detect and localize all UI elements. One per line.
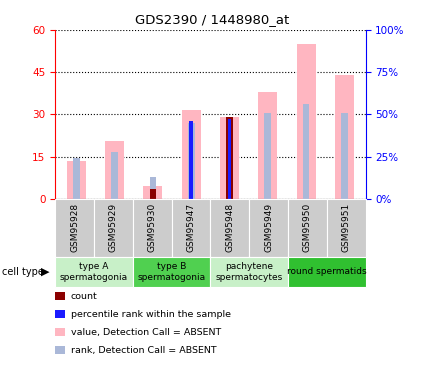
Text: GSM95950: GSM95950: [303, 203, 312, 252]
Text: rank, Detection Call = ABSENT: rank, Detection Call = ABSENT: [71, 346, 217, 355]
Bar: [73, 158, 79, 199]
Bar: [228, 119, 232, 199]
Text: GDS2390 / 1448980_at: GDS2390 / 1448980_at: [136, 13, 289, 26]
Bar: [67, 161, 86, 199]
Bar: [143, 186, 162, 199]
Text: round spermatids: round spermatids: [287, 267, 366, 276]
Text: type A
spermatogonia: type A spermatogonia: [60, 262, 128, 282]
Bar: [226, 121, 233, 199]
Bar: [105, 141, 124, 199]
Bar: [150, 189, 156, 199]
Text: cell type: cell type: [2, 267, 44, 277]
Bar: [111, 152, 118, 199]
Bar: [226, 117, 233, 199]
Bar: [189, 121, 193, 199]
Bar: [258, 92, 278, 199]
Bar: [264, 112, 271, 199]
Bar: [297, 44, 316, 199]
Text: percentile rank within the sample: percentile rank within the sample: [71, 310, 231, 319]
Bar: [341, 112, 348, 199]
Text: GSM95930: GSM95930: [148, 203, 157, 252]
Text: GSM95951: GSM95951: [342, 203, 351, 252]
Text: GSM95948: GSM95948: [225, 203, 234, 252]
Text: value, Detection Call = ABSENT: value, Detection Call = ABSENT: [71, 328, 221, 337]
Text: count: count: [71, 292, 98, 301]
Text: GSM95947: GSM95947: [187, 203, 196, 252]
Text: GSM95929: GSM95929: [109, 203, 118, 252]
Bar: [220, 117, 239, 199]
Text: ▶: ▶: [41, 267, 49, 277]
Text: type B
spermatogonia: type B spermatogonia: [138, 262, 206, 282]
Bar: [181, 110, 201, 199]
Text: GSM95928: GSM95928: [70, 203, 79, 252]
Bar: [188, 123, 195, 199]
Bar: [335, 75, 354, 199]
Text: GSM95949: GSM95949: [264, 203, 273, 252]
Bar: [150, 177, 156, 199]
Text: pachytene
spermatocytes: pachytene spermatocytes: [215, 262, 283, 282]
Bar: [303, 104, 309, 199]
